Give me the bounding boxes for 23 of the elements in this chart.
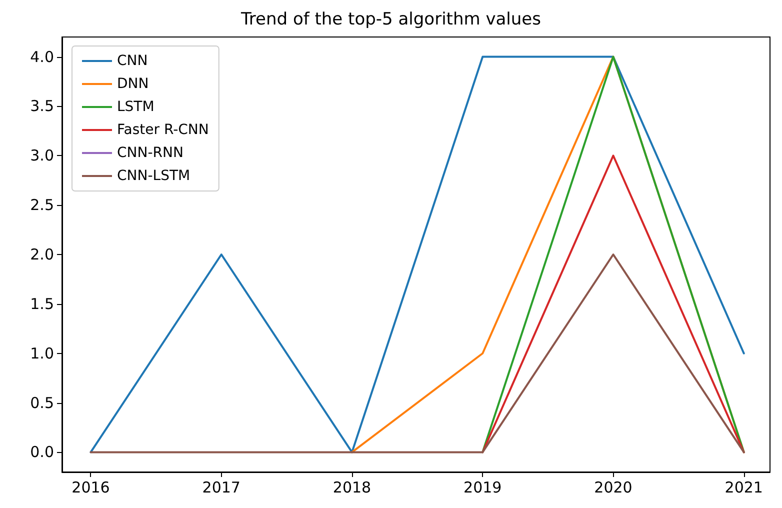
line-series (90, 56, 745, 454)
y-tick-label: 2.5 (30, 196, 54, 214)
x-tick-label: 2020 (594, 478, 632, 496)
x-tick-label: 2017 (202, 478, 240, 496)
x-tick-label: 2021 (724, 478, 763, 496)
y-tick-label: 4.0 (30, 48, 54, 66)
y-tick-label: 0.0 (30, 443, 54, 462)
x-tick-label: 2016 (72, 478, 110, 496)
chart-title: Trend of the top-5 algorithm values (240, 10, 542, 30)
y-tick-label: 1.0 (30, 344, 54, 362)
legend-label: Faster R-CNN (117, 122, 209, 138)
x-tick-label: 2019 (464, 478, 502, 496)
y-tick-label: 1.5 (30, 294, 54, 313)
legend-label: CNN (117, 53, 148, 69)
legend-label: LSTM (117, 99, 154, 115)
y-tick-label: 2.0 (30, 246, 54, 264)
legend-label: DNN (117, 76, 149, 92)
y-tick-label: 0.5 (30, 394, 54, 412)
y-tick-label: 3.0 (30, 146, 54, 165)
y-tick-label: 3.5 (30, 97, 54, 116)
legend-label: CNN-LSTM (117, 168, 190, 184)
legend-label: CNN-RNN (117, 145, 184, 161)
x-tick-label: 2018 (332, 478, 372, 496)
